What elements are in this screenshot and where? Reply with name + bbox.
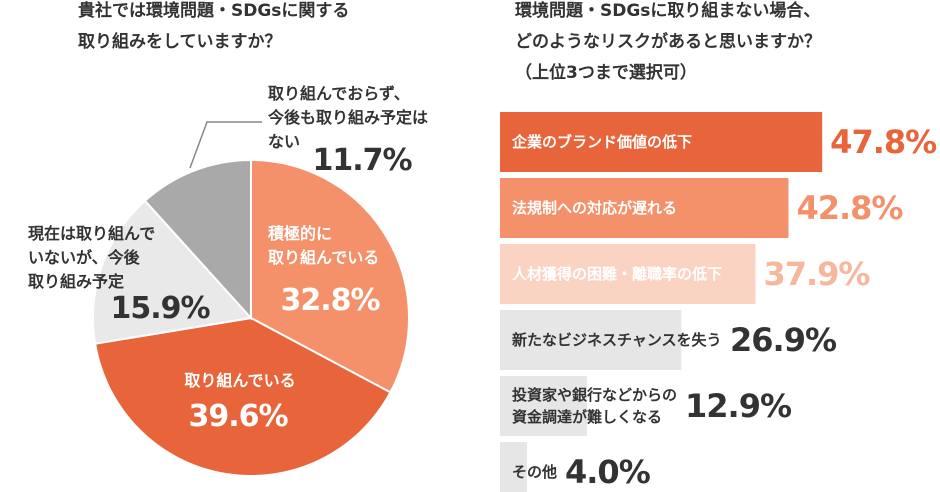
bar-value: 4.0% [565,453,651,491]
slice-label: 現在は取り組んで いないが、今後 取り組み予定 [28,224,156,291]
pie-slice [93,316,392,477]
slice-value: 32.8% [280,283,380,318]
bar [500,244,756,304]
pie-slice [92,199,253,345]
bar [500,310,682,370]
slice-label: 取り組んでおらず、 今後も取り組み予定は ない [268,84,429,151]
slice-label: 積極的に 取り組んでいる [268,224,380,267]
bar-label: 人材獲得の困難・離職率の低下 [512,265,723,283]
bar-label: その他 [512,463,558,481]
bar [500,112,823,172]
bar-value: 26.9% [730,321,837,359]
bar-value: 47.8% [830,123,937,161]
bar-value: 37.9% [763,255,870,293]
slice-value: 39.6% [188,399,288,434]
bar-value: 12.9% [685,387,792,425]
bar [500,442,527,492]
bar [500,178,789,238]
bar-title: 環境問題・SDGsに取り組まない場合、 どのようなリスクがあると思いますか？ （… [515,1,821,83]
bar-value: 42.8% [796,189,903,227]
bar-label: 法規制への対応が遅れる [512,199,678,217]
pie-slice [250,158,410,394]
bar-label: 投資家や銀行などからの 資金調達が難しくなる [512,386,678,426]
bar [500,376,587,436]
slice-value: 11.7% [312,143,412,178]
slice-label: 取り組んでいる [184,371,296,390]
bar-label: 企業のブランド価値の低下 [512,133,693,151]
bar-label: 新たなビジネスチャンスを失う [512,331,722,349]
leader-line [189,121,262,169]
slice-value: 15.9% [110,291,210,326]
pie-slice [143,158,252,321]
pie-title: 貴社では環境問題・SDGsに関する 取り組みをしていますか？ [78,1,350,52]
